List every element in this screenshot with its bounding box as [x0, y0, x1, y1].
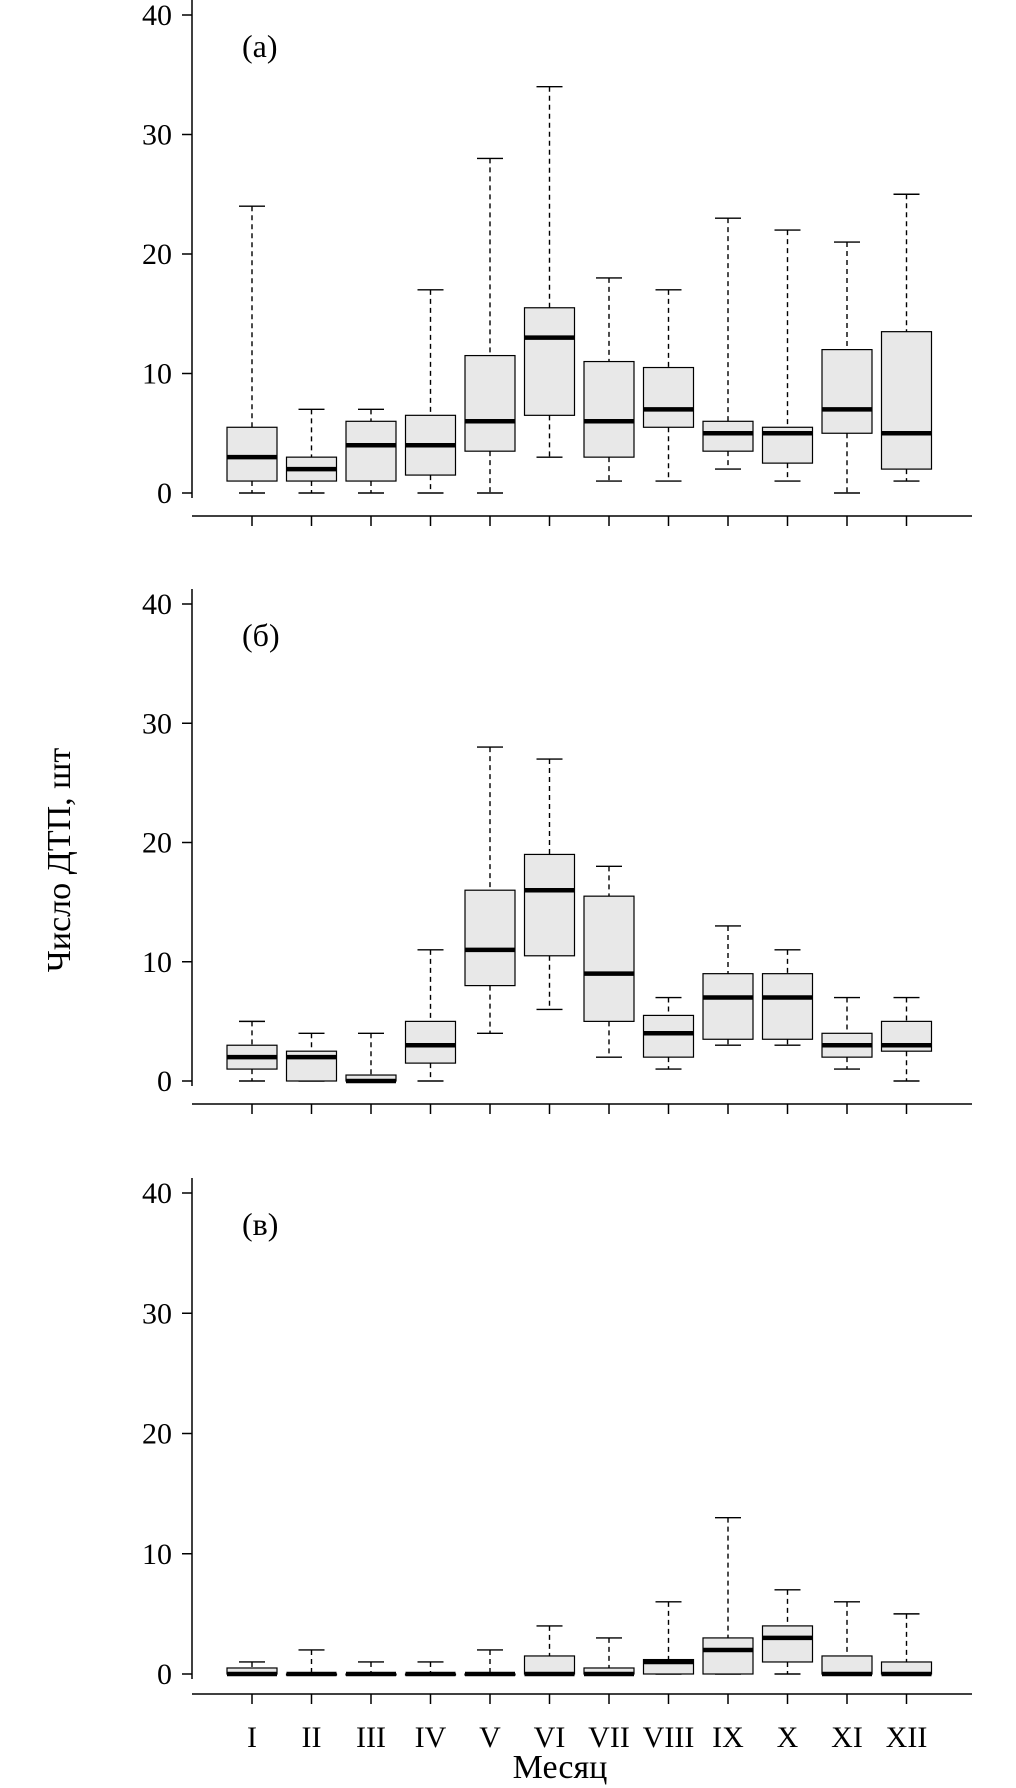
y-tick-label: 20: [142, 1418, 172, 1451]
x-tick-label: II: [302, 1721, 322, 1754]
x-tick-label: III: [356, 1721, 386, 1754]
iqr-box: [523, 1655, 576, 1675]
y-tick-label: 20: [142, 827, 172, 860]
box-XII: [880, 1613, 933, 1704]
iqr-box: [642, 366, 695, 428]
box-VII: [583, 865, 635, 1114]
iqr-box: [880, 331, 933, 470]
box-II: [285, 408, 338, 526]
box-VI: [523, 1625, 576, 1704]
panel-1: 0 10 20 30 40 (a): [142, 0, 972, 526]
box-XI: [821, 241, 873, 526]
y-tick-label: 0: [157, 1065, 172, 1098]
iqr-box: [702, 973, 754, 1040]
iqr-box: [583, 895, 635, 1022]
iqr-box: [523, 307, 576, 416]
box-III: [345, 408, 397, 526]
box-VIII: [642, 996, 695, 1114]
iqr-box: [464, 354, 516, 452]
box-X: [761, 229, 814, 526]
y-tick-label: 40: [142, 0, 172, 32]
box-V: [464, 157, 516, 526]
y-axis-title: Число ДТП, шт: [41, 748, 78, 973]
box-V: [464, 1649, 516, 1704]
box-III: [345, 1032, 397, 1114]
y-tick-label: 0: [157, 1658, 172, 1691]
iqr-box: [583, 360, 635, 458]
iqr-box: [226, 426, 278, 482]
panel-label: (в): [242, 1206, 278, 1242]
iqr-box: [761, 1625, 814, 1663]
box-I: [226, 1661, 278, 1704]
box-IV: [404, 289, 457, 526]
x-tick-label: XII: [886, 1721, 928, 1754]
box-VIII: [642, 1601, 695, 1704]
y-tick-label: 20: [142, 238, 172, 271]
y-tick-label: 30: [142, 1297, 172, 1330]
y-tick-label: 30: [142, 707, 172, 740]
box-IX: [702, 217, 754, 526]
box-I: [226, 205, 278, 526]
box-VIII: [642, 289, 695, 526]
box-V: [464, 746, 516, 1114]
y-tick-label: 40: [142, 1177, 172, 1210]
box-VI: [523, 85, 576, 526]
panel-label: (a): [242, 28, 278, 64]
x-tick-label: VI: [534, 1721, 566, 1754]
iqr-box: [464, 889, 516, 987]
iqr-box: [523, 853, 576, 957]
box-X: [761, 1589, 814, 1704]
box-VI: [523, 758, 576, 1114]
box-II: [285, 1649, 338, 1704]
box-VII: [583, 1637, 635, 1704]
y-tick-label: 0: [157, 477, 172, 510]
box-II: [285, 1032, 338, 1114]
x-tick-label: I: [247, 1721, 257, 1754]
box-III: [345, 1661, 397, 1704]
iqr-box: [702, 1637, 754, 1675]
x-tick-label: IX: [712, 1721, 744, 1754]
box-IV: [404, 1661, 457, 1704]
iqr-box: [821, 349, 873, 434]
x-axis-title: Месяц: [513, 1749, 608, 1786]
box-XII: [880, 996, 933, 1114]
box-X: [761, 949, 814, 1114]
panel-2: 0 10 20 30 40 (б): [142, 588, 972, 1114]
box-I: [226, 1020, 278, 1114]
iqr-box: [821, 1655, 873, 1675]
iqr-box: [404, 1020, 457, 1064]
x-tick-label: V: [479, 1721, 501, 1754]
iqr-box: [761, 973, 814, 1040]
y-tick-label: 30: [142, 119, 172, 152]
box-XII: [880, 193, 933, 526]
box-XI: [821, 1601, 873, 1704]
x-tick-label: X: [777, 1721, 799, 1754]
x-tick-label: VII: [588, 1721, 630, 1754]
y-tick-label: 10: [142, 1538, 172, 1571]
y-tick-label: 40: [142, 588, 172, 621]
x-tick-label: VIII: [643, 1721, 695, 1754]
box-IX: [702, 925, 754, 1114]
box-VII: [583, 277, 635, 526]
box-IX: [702, 1516, 754, 1704]
y-tick-label: 10: [142, 358, 172, 391]
y-tick-label: 10: [142, 946, 172, 979]
iqr-box: [702, 420, 754, 452]
x-tick-label: XI: [831, 1721, 863, 1754]
x-tick-label: IV: [415, 1721, 447, 1754]
iqr-box: [345, 420, 397, 482]
box-XI: [821, 996, 873, 1114]
iqr-box: [642, 1014, 695, 1058]
panel-label: (б): [242, 617, 280, 653]
box-IV: [404, 949, 457, 1114]
